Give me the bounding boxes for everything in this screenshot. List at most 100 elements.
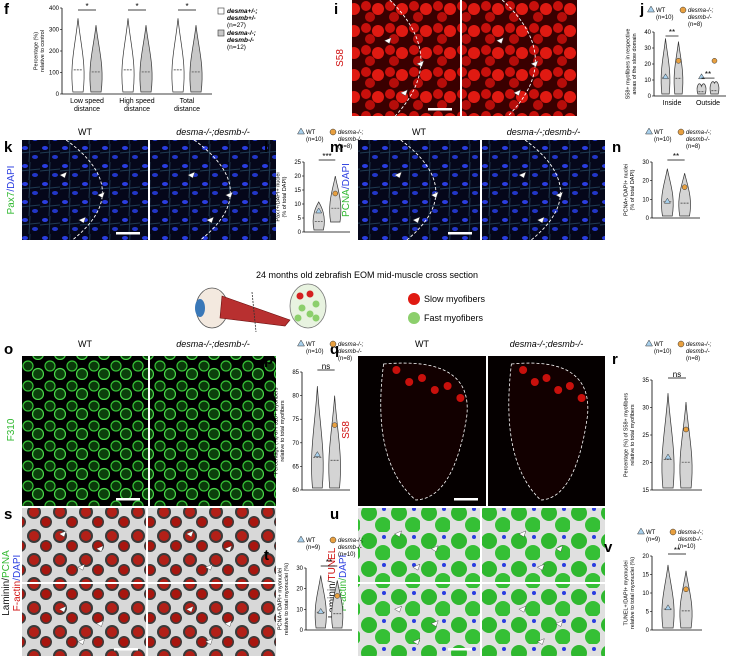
legend-label: desmb-/- [686,137,710,143]
y-tick-label: 20 [642,179,649,185]
image-title: desma-/-;desmb-/- [176,339,250,349]
slow-fiber [430,386,439,394]
significance-label: ** [673,152,679,161]
legend-n: (n=10) [306,349,324,355]
arrowhead [383,37,392,44]
violin [660,38,671,95]
slow-fiber [418,374,426,382]
legend-label: Slow myofibers [424,294,486,304]
arrowhead [95,545,104,552]
y-axis-label: areas of the slow domain [632,33,638,94]
slow-fiber [456,394,465,402]
violin [328,395,341,489]
arrowhead [224,620,233,627]
legend-marker [637,527,645,535]
legend-n: (n=27) [227,22,246,29]
legend-label: WT [306,538,316,544]
panel-label: u [330,506,339,523]
y-tick-label: 10 [642,591,649,597]
scale-bar [448,648,472,651]
panel-label: k [4,139,13,156]
tissue-region [380,362,468,501]
legend-n: (n=8) [338,144,352,150]
stain-label: Pax7/DAPI [6,166,17,215]
x-tick-label: distance [124,106,150,113]
fiber [312,314,320,322]
x-tick-label: distance [174,106,200,113]
significance-label: ns [673,370,681,379]
legend-marker [647,5,655,13]
panel-label: o [4,341,13,358]
legend-label: desmb-/- [338,349,362,355]
legend-n: (n=8) [338,356,352,362]
stain-part: PCNA [341,189,352,217]
y-tick-label: 15 [294,188,301,194]
arrowhead [536,563,545,571]
panel-label: f [4,1,10,18]
violin [679,401,693,489]
slow-fiber [565,382,574,390]
violin [189,25,203,93]
legend-label: desmb-/- [338,545,362,551]
mutant-marker [683,586,689,593]
legend-label: desmb-/- [227,37,254,44]
stain-part: /DAPI [6,166,17,192]
stain-label: S58 [335,49,346,67]
significance-label: ** [669,28,675,37]
significance-label: * [85,2,88,11]
arrowhead [95,620,104,627]
y-axis-label: relative to total myofibers [630,404,636,465]
arrowhead [518,530,527,538]
arrowhead [430,191,439,199]
arrowhead [496,37,504,44]
y-tick-label: 10 [642,197,649,203]
violin [171,18,185,93]
mutant-marker [683,426,689,433]
y-tick-label: 85 [292,370,299,376]
arrowhead [187,171,196,179]
arrowhead [400,89,408,97]
y-tick-label: 0 [56,92,60,98]
scale-bar [116,232,140,235]
arrowhead [59,171,68,179]
violin [696,83,707,95]
stain-part: PCNA [1,550,12,578]
arrowhead [185,530,194,538]
micrograph [482,584,605,656]
y-tick-label: 10 [294,202,301,208]
stain-part: F-actin [12,581,23,612]
legend-label: desmb-/- [338,137,362,143]
y-tick-label: 10 [296,607,303,613]
legend-label: WT [646,530,656,536]
stain-part: TUNEL [327,547,338,580]
micrograph [150,140,276,240]
image-title: WT [78,127,92,137]
violin [661,393,675,489]
legend-label: desma-/-; [338,538,364,544]
y-tick-label: 0 [298,230,302,236]
legend-n: (n=10) [306,137,324,143]
x-tick-label: distance [74,106,100,113]
y-tick-label: 20 [644,62,651,68]
image-title: desma-/-;desmb-/- [510,339,584,349]
legend-n: (n=12) [227,44,246,51]
arrowhead [412,638,421,645]
image-title: desma-/-;desmb-/- [507,127,581,137]
y-tick-label: 0 [300,628,304,634]
scale-bar [428,108,452,111]
y-tick-label: 35 [642,378,649,384]
y-tick-label: 15 [642,488,649,494]
legend-label: WT [306,342,316,348]
y-tick-label: 25 [642,433,649,439]
legend-label: WT [654,130,664,136]
stain-label: F310 [6,418,17,441]
y-axis-label: TUNEL+/DAPI+ myonuclei [624,560,630,625]
micrograph [148,584,276,656]
wt-marker [664,604,672,611]
significance-label: ** [326,558,332,567]
mutant-marker [332,190,339,197]
legend-marker [645,339,653,347]
legend-marker [297,127,305,135]
y-tick-label: 20 [296,587,303,593]
x-tick-label: Low speed [70,98,104,105]
